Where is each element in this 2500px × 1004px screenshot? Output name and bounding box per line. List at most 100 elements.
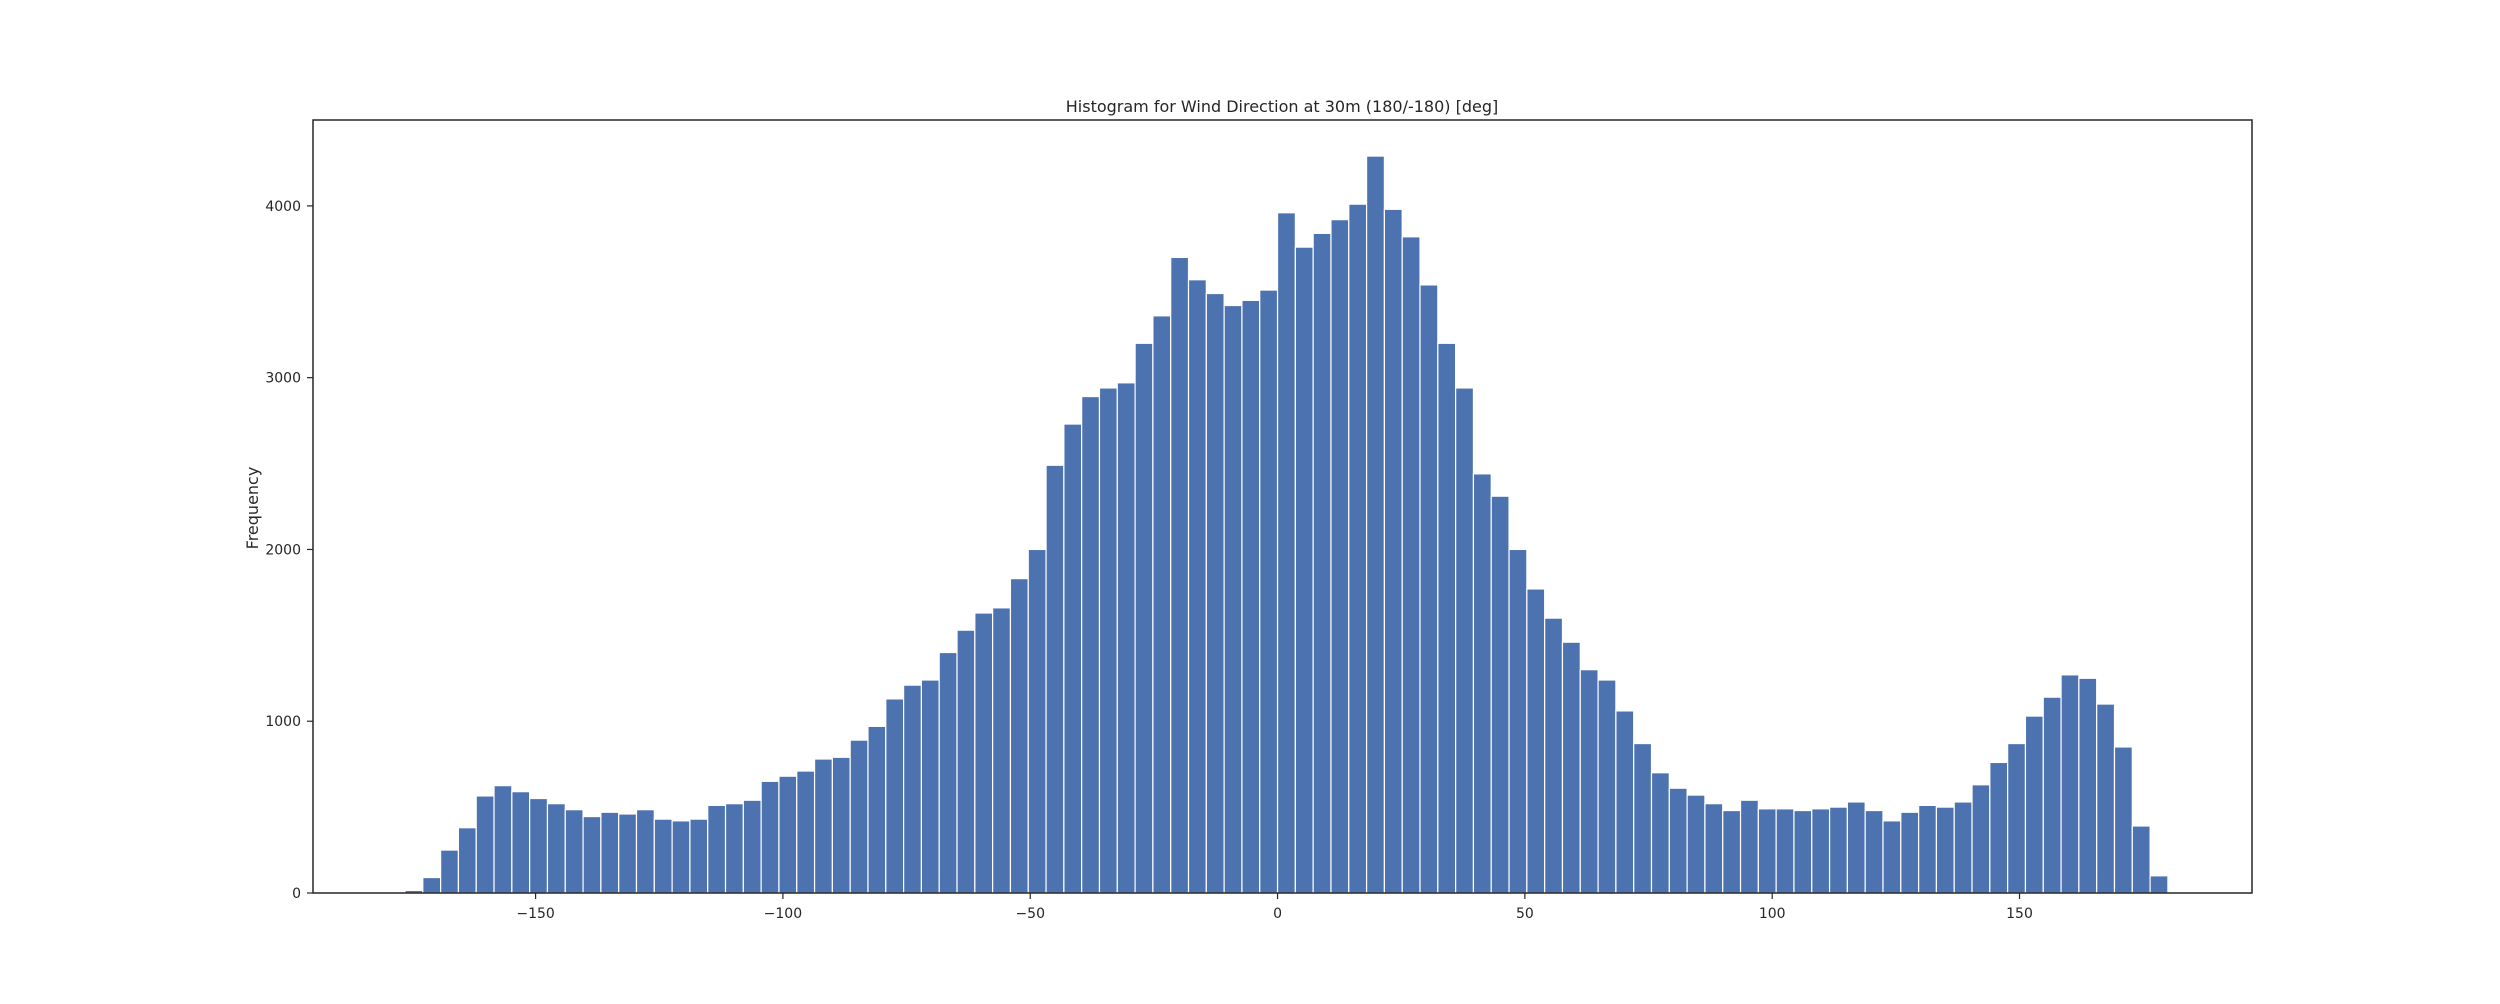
chart-title: Histogram for Wind Direction at 30m (180…	[1066, 97, 1498, 116]
histogram-bar	[1527, 589, 1545, 893]
histogram-bar	[1758, 809, 1776, 893]
histogram-bar	[458, 828, 476, 893]
x-tick-label: −100	[764, 906, 802, 922]
histogram-bar	[1349, 204, 1367, 893]
x-tick-label: −150	[516, 906, 554, 922]
histogram-bar	[2132, 826, 2150, 893]
x-axis-ticks: −150 −100 −50 0 50 100 150	[516, 893, 2033, 922]
histogram-bar	[1883, 821, 1901, 893]
histogram-bar	[423, 878, 441, 893]
histogram-bar	[690, 819, 708, 893]
histogram-bar	[1331, 220, 1349, 893]
histogram-bar	[1206, 293, 1224, 893]
histogram-bar	[547, 804, 565, 893]
histogram-bar	[1384, 209, 1402, 893]
histogram-bar	[1082, 397, 1100, 893]
histogram-bar	[1776, 809, 1794, 893]
histogram-bar	[1972, 785, 1990, 893]
histogram-bar	[1723, 811, 1741, 893]
histogram-bar	[672, 821, 690, 893]
histogram-bar	[1865, 811, 1883, 893]
histogram-bar	[1135, 343, 1153, 893]
histogram-bar	[1669, 788, 1687, 893]
histogram-bar	[708, 805, 726, 893]
histogram-bar	[1099, 388, 1117, 893]
histogram-bar	[2150, 876, 2168, 893]
histogram-bar	[1954, 802, 1972, 893]
histogram-bar	[761, 781, 779, 893]
histogram-bar	[1580, 670, 1598, 893]
histogram-bar	[1295, 247, 1313, 893]
histogram-bar	[1812, 809, 1830, 893]
histogram-bar	[815, 759, 833, 893]
y-tick-label: 1000	[265, 714, 301, 730]
histogram-bar	[601, 812, 619, 893]
histogram-bar	[993, 608, 1011, 893]
histogram-bar	[1438, 343, 1456, 893]
histogram-bar	[2079, 678, 2097, 893]
histogram-bar	[1367, 156, 1385, 893]
histogram-bar	[1616, 711, 1634, 893]
histogram-bar	[1278, 213, 1296, 893]
histogram-bar	[2061, 675, 2079, 893]
histogram-bar	[726, 804, 744, 893]
histogram-bar	[1847, 802, 1865, 893]
histogram-bar	[1260, 290, 1278, 893]
histogram-bar	[1830, 807, 1848, 893]
histogram-bar	[583, 817, 601, 893]
histogram-bar	[512, 792, 530, 893]
histogram-bar	[1936, 807, 1954, 893]
x-tick-label: 150	[2006, 906, 2033, 922]
histogram-bar	[850, 740, 868, 893]
histogram-bar	[1402, 237, 1420, 893]
histogram-bar	[2097, 704, 2115, 893]
y-tick-label: 4000	[265, 199, 301, 215]
histogram-bar	[1652, 773, 1670, 893]
x-tick-label: −50	[1015, 906, 1045, 922]
histogram-bar	[921, 680, 939, 893]
histogram-bar	[1171, 257, 1189, 893]
histogram-bar	[2008, 744, 2026, 893]
histogram-bar	[939, 653, 957, 893]
histogram-bar	[1224, 306, 1242, 893]
histogram-bar	[636, 810, 654, 893]
histogram-bar	[886, 699, 904, 893]
histogram-bar	[797, 771, 815, 893]
histogram-bar	[975, 613, 993, 893]
histogram-bar	[1010, 579, 1028, 893]
y-tick-label: 3000	[265, 371, 301, 387]
histogram-bar	[743, 800, 761, 893]
histogram-bar	[1046, 465, 1064, 893]
histogram-bar	[1741, 800, 1759, 893]
x-tick-label: 100	[1759, 906, 1786, 922]
histogram-bar	[2025, 716, 2043, 893]
histogram-bar	[1901, 812, 1919, 893]
y-axis-label: Frequency	[243, 467, 262, 550]
histogram-bar	[1242, 300, 1260, 893]
histogram-bar	[1491, 496, 1509, 893]
histogram-bar	[1189, 280, 1207, 893]
histogram-bar	[1117, 383, 1135, 893]
x-tick-label: 0	[1273, 906, 1282, 922]
histogram-bar	[441, 850, 459, 893]
x-tick-label: 50	[1516, 906, 1534, 922]
histogram-bar	[1598, 680, 1616, 893]
histogram-bar	[619, 814, 637, 893]
histogram-bar	[1313, 233, 1331, 893]
histogram-bar	[1794, 811, 1812, 893]
histogram-bar	[1028, 549, 1046, 893]
histogram-bar	[2114, 747, 2132, 893]
histogram-bar	[1634, 744, 1652, 893]
histogram-bar	[2043, 697, 2061, 893]
histogram-bar	[1919, 805, 1937, 893]
histogram-bar	[1509, 549, 1527, 893]
histogram-bar	[565, 810, 583, 893]
histogram-bar	[530, 799, 548, 893]
bars-group	[387, 156, 2168, 893]
histogram-bar	[1705, 804, 1723, 893]
histogram-bar	[1990, 762, 2008, 893]
histogram-bar	[654, 819, 672, 893]
